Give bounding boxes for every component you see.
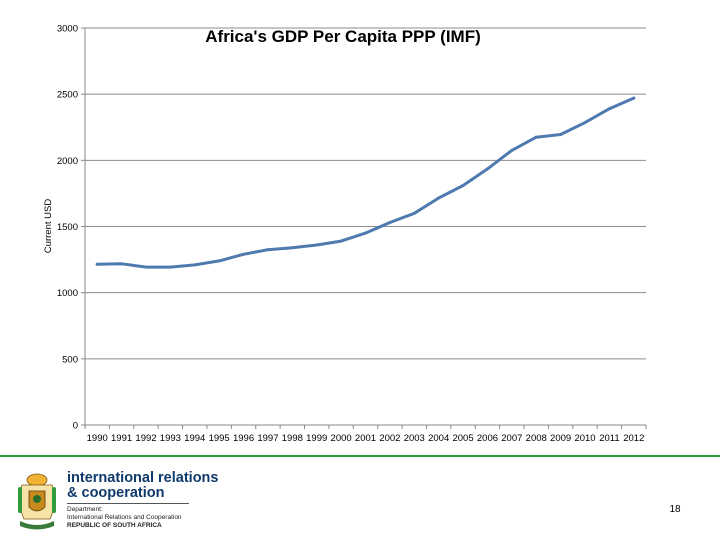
org-name-line1: international relations [67,470,219,486]
data-point-2011 [607,107,611,111]
x-tick-label: 1992 [135,433,156,444]
y-tick-label: 1000 [57,288,78,299]
y-tick-label: 3000 [57,24,78,35]
x-tick-label: 2002 [379,433,400,444]
x-tick-label: 2004 [428,433,449,444]
x-tick-label: 1995 [209,433,230,444]
data-point-2007 [510,148,514,152]
footer-divider [0,455,720,457]
y-axis-ticks: 0 500 1000 1500 2000 2500 3000 [57,24,85,432]
data-point-1995 [217,259,221,263]
data-point-1991 [120,262,124,266]
data-point-2004 [437,196,441,200]
coat-of-arms-icon [18,473,56,530]
data-point-1990 [95,262,99,266]
footer: international relations & cooperation De… [0,455,720,540]
data-point-2000 [339,239,343,243]
y-tick-label: 2500 [57,90,78,101]
data-point-1996 [242,252,246,256]
org-name-line2: & cooperation [67,485,165,501]
data-point-1993 [168,265,172,269]
x-tick-label: 1999 [306,433,327,444]
series-group [95,96,636,269]
data-point-1999 [315,243,319,247]
x-tick-label: 2011 [599,433,619,444]
data-point-2006 [485,167,489,171]
dept-label: Department: [67,506,103,513]
country-name: REPUBLIC OF SOUTH AFRICA [67,522,162,529]
gridlines [85,27,646,360]
dept-name: International Relations and Cooperation [67,514,182,521]
data-point-1997 [266,248,270,252]
series-line-0 [95,96,636,269]
y-tick-label: 2000 [57,156,78,167]
y-tick-label: 1500 [57,222,78,233]
data-point-2010 [583,121,587,125]
data-point-2012 [632,96,636,100]
data-point-2005 [461,183,465,187]
x-tick-label: 1993 [160,433,181,444]
x-tick-label: 1991 [111,433,132,444]
x-axis-ticks: 1990 1991 1992 1993 1994 1995 1996 1997 1998 1999… [84,425,647,444]
x-tick-label: 2000 [331,433,352,444]
x-tick-label: 2010 [574,433,595,444]
chart-title: Africa's GDP Per Capita PPP (IMF) [205,27,481,46]
x-tick-label: 2009 [550,433,571,444]
y-tick-label: 0 [73,421,78,432]
x-tick-label: 1998 [282,433,303,444]
data-point-2002 [388,221,392,225]
x-tick-label: 2007 [501,433,522,444]
data-point-2008 [534,135,538,139]
y-axis-label: Current USD [43,199,54,254]
org-divider [67,503,189,504]
y-tick-label: 500 [62,354,78,365]
x-tick-label: 1990 [87,433,108,444]
x-tick-label: 1996 [233,433,254,444]
data-point-2001 [364,231,367,235]
x-tick-label: 2012 [623,433,644,444]
page-number: 18 [669,504,681,515]
x-tick-label: 2008 [526,433,547,444]
x-tick-label: 2003 [404,433,425,444]
x-tick-label: 1997 [257,433,278,444]
data-point-2003 [412,211,416,215]
data-point-1992 [144,265,148,269]
data-point-1998 [290,246,294,250]
data-point-2009 [559,133,563,137]
x-tick-label: 2005 [452,433,473,444]
x-tick-label: 1994 [184,433,205,444]
x-tick-label: 2006 [477,433,498,444]
x-tick-label: 2001 [355,433,376,444]
data-point-1994 [193,263,197,267]
